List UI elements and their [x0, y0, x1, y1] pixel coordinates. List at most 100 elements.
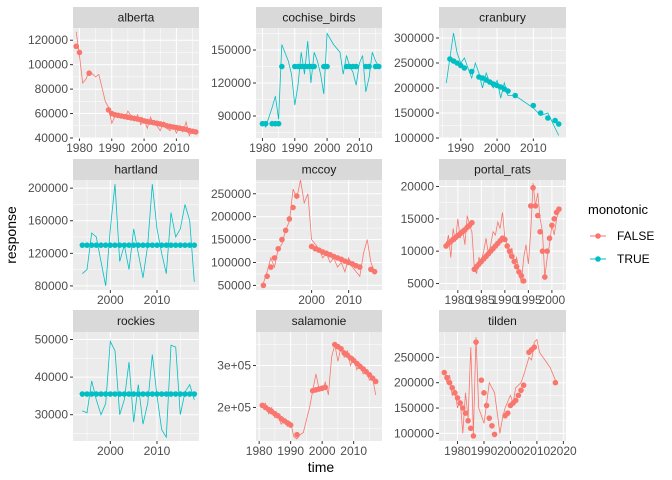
fitted-point: [545, 115, 551, 121]
fitted-point: [112, 391, 118, 397]
fitted-point: [460, 405, 466, 411]
fitted-point: [264, 273, 270, 280]
facet-strip-label: mccoy: [302, 163, 337, 177]
fitted-point: [130, 242, 137, 248]
facet-strip-label: salamonie: [292, 314, 347, 328]
x-tick-label: 2010: [144, 444, 171, 458]
fitted-point: [478, 377, 485, 383]
fitted-point: [279, 63, 285, 70]
fitted-point: [311, 63, 317, 70]
fitted-point: [149, 391, 156, 397]
fitted-point: [544, 248, 550, 254]
y-tick-label: 150000: [211, 233, 251, 247]
plot-area: [259, 32, 382, 128]
facet-strip-label: tilden: [488, 314, 517, 328]
fitted-point: [191, 391, 198, 397]
fitted-point: [293, 193, 300, 199]
fitted-point: [158, 391, 165, 397]
x-tick-label: 2000: [97, 293, 124, 307]
y-tick-label: 50000: [35, 333, 69, 347]
x-tick-label: 1980: [249, 141, 276, 155]
fitted-point: [102, 242, 109, 248]
y-tick-label: 100000: [394, 131, 434, 145]
legend-label: TRUE: [617, 252, 650, 266]
plot-area: [79, 184, 198, 286]
fitted-point: [116, 242, 123, 248]
fitted-point: [542, 274, 548, 280]
fitted-point: [372, 378, 379, 385]
fitted-point: [79, 242, 86, 248]
legend: monotonic FALSE TRUE: [588, 202, 654, 266]
fitted-point: [172, 242, 179, 248]
fitted-point: [551, 216, 558, 222]
x-tick-label: 1990: [492, 293, 519, 307]
fitted-point: [282, 227, 289, 234]
facet-strip-label: rockies: [117, 314, 155, 328]
observed-series-line: [445, 183, 560, 284]
facet-strip-label: alberta: [118, 11, 155, 25]
y-tick-label: 100000: [28, 58, 68, 72]
x-tick-label: 2000: [298, 293, 325, 307]
fitted-point: [552, 117, 558, 124]
y-tick-label: 200000: [28, 181, 68, 195]
x-tick-label: 2000: [314, 141, 341, 155]
fitted-point: [79, 391, 86, 397]
x-tick-label: 2020: [550, 444, 577, 458]
facet-panel-salamonie: salamonie 1980 1990 2000 2010 2e+05 3e+05: [217, 310, 382, 458]
fitted-point: [511, 258, 518, 265]
x-tick-label: 1980: [444, 444, 471, 458]
x-tick-label: 1980: [246, 444, 273, 458]
fitted-point: [168, 242, 174, 248]
fitted-point: [177, 391, 184, 397]
y-tick-label: 120000: [28, 33, 68, 47]
x-tick-label: 2010: [163, 141, 190, 155]
fitted-point: [182, 391, 188, 397]
fitted-point: [144, 242, 151, 248]
y-tick-label: 50000: [218, 278, 252, 292]
fitted-point: [549, 222, 555, 229]
y-tick-label: 20000: [401, 179, 435, 193]
fitted-point: [112, 242, 118, 248]
facet-strip: [256, 159, 382, 180]
fitted-point: [154, 242, 160, 248]
fitted-point: [513, 263, 520, 270]
fitted-point: [275, 245, 282, 252]
fitted-point: [121, 242, 128, 248]
y-tick-label: 160000: [28, 214, 68, 228]
x-tick-label: 2000: [539, 293, 566, 307]
fitted-point: [467, 425, 474, 432]
observed-series-line: [82, 339, 195, 439]
fitted-point: [140, 242, 146, 248]
fitted-point: [140, 391, 146, 397]
fitted-point: [158, 242, 165, 248]
x-tick-label: 2010: [524, 444, 551, 458]
fitted-point: [461, 65, 468, 71]
fitted-point: [530, 102, 537, 109]
y-tick-label: 200000: [394, 376, 434, 390]
fitted-point: [73, 43, 80, 50]
y-tick-label: 120000: [211, 76, 251, 90]
fitted-point: [86, 70, 92, 77]
observed-series-line: [82, 184, 195, 286]
plot-area: [79, 339, 198, 439]
fitted-point: [294, 431, 300, 438]
x-tick-label: 1990: [471, 444, 498, 458]
fitted-point: [172, 391, 179, 397]
facet-strip: [439, 310, 566, 332]
fitted-point: [287, 422, 294, 428]
plot-area: [441, 337, 559, 439]
fitted-point: [518, 387, 524, 394]
facet-strip-label: portal_rats: [474, 163, 531, 177]
y-tick-label: 10000: [401, 244, 435, 258]
fitted-point: [509, 253, 515, 260]
facet-panel-mccoy: mccoy 2000 2010 50000 100000 150000 200000 2500…: [211, 159, 382, 307]
fitted-point: [88, 391, 95, 397]
y-tick-label: 250000: [211, 187, 251, 201]
fitted-point: [84, 391, 90, 397]
fitted-point: [489, 422, 495, 429]
legend-title: monotonic: [588, 202, 648, 217]
plot-area: [443, 183, 562, 284]
facet-strip: [439, 7, 566, 28]
